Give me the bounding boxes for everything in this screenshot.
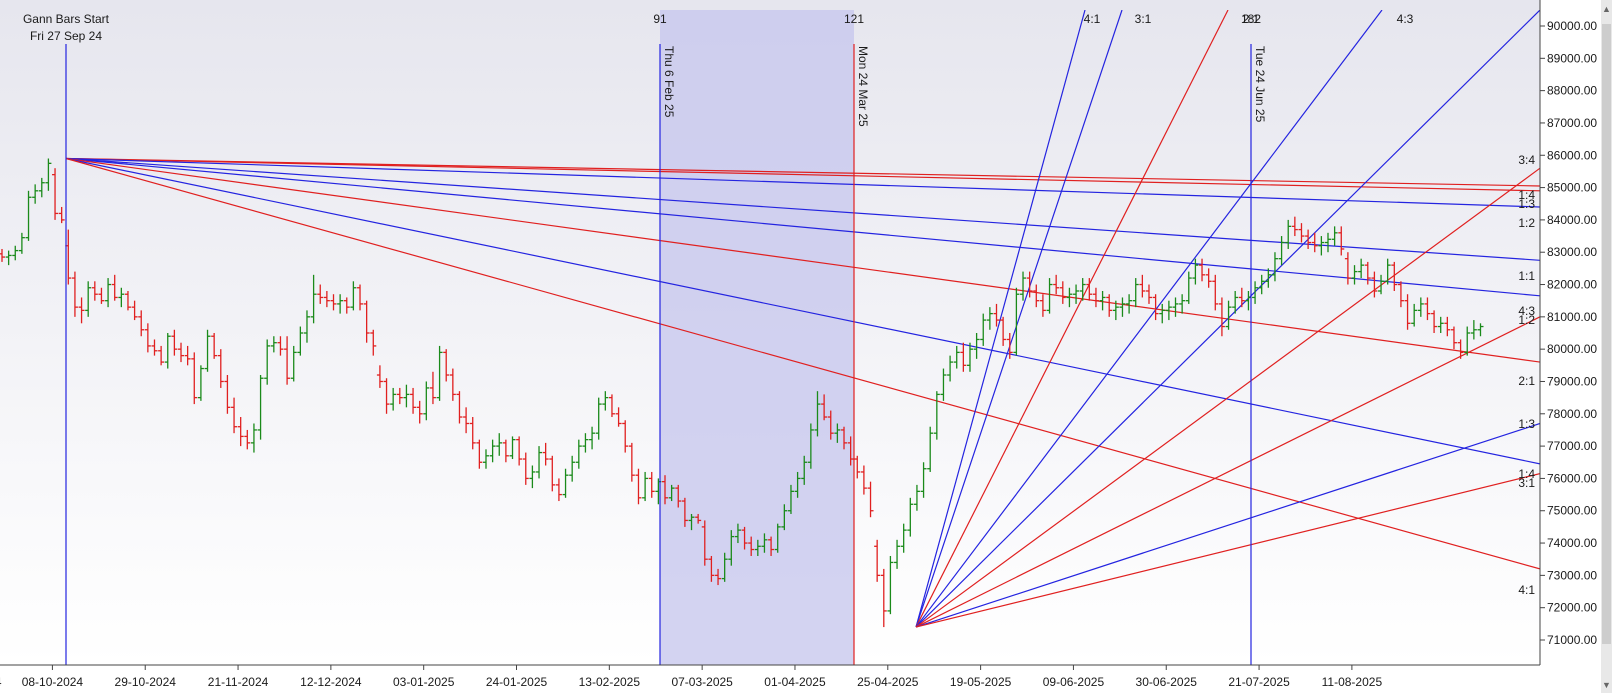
x-tick-label: 24-01-2025	[486, 675, 548, 689]
scrollbar-thumb[interactable]	[1602, 24, 1611, 644]
gann-fan-line-top-1	[65, 157, 1540, 192]
marker-date: Tue 24 Jun 25	[1253, 46, 1267, 123]
time-zone-band	[660, 10, 854, 665]
y-tick-label: 90000.00	[1547, 19, 1597, 33]
x-tick-label: 08-10-2024	[22, 675, 84, 689]
fan-label-right-6: 1:2	[1518, 313, 1535, 327]
fan-label-top-1: 3:1	[1135, 12, 1152, 26]
y-tick-label: 82000.00	[1547, 278, 1597, 292]
y-tick-label: 71000.00	[1547, 633, 1597, 647]
x-tick-label: 21-07-2025	[1228, 675, 1290, 689]
fan-label-right-5: 4:3	[1518, 304, 1535, 318]
gann-fan-line-bottom-8	[915, 472, 1540, 628]
y-tick-label: 84000.00	[1547, 213, 1597, 227]
x-tick-label: 21-11-2024	[208, 675, 269, 689]
y-tick-label: 77000.00	[1547, 439, 1597, 453]
fan-label-top-0: 4:1	[1084, 12, 1101, 26]
y-tick-label: 75000.00	[1547, 504, 1597, 518]
x-tick-label: 11-08-2025	[1322, 675, 1383, 689]
y-tick-label: 86000.00	[1547, 148, 1597, 162]
fan-label-right-3: 1:2	[1518, 216, 1535, 230]
y-tick-label: 88000.00	[1547, 84, 1597, 98]
x-tick-label: 13-02-2025	[579, 675, 641, 689]
x-tick-label: 12-12-2024	[300, 675, 362, 689]
marker-count: 182	[1241, 12, 1261, 26]
y-tick-label: 85000.00	[1547, 181, 1597, 195]
gann-fan-line-bottom-0	[915, 10, 1086, 628]
y-tick-label: 83000.00	[1547, 245, 1597, 259]
y-tick-label: 78000.00	[1547, 407, 1597, 421]
gann-start-label: Gann Bars Start	[23, 12, 110, 26]
zone-end-date: Mon 24 Mar 25	[856, 46, 870, 127]
gann-fan-line-top-0	[65, 157, 1540, 187]
fan-label-right-11: 4:1	[1518, 583, 1535, 597]
gann-fan-line-bottom-2	[915, 10, 1229, 628]
gann-fan-line-top-6	[65, 157, 1540, 465]
gann-start-date: Fri 27 Sep 24	[30, 29, 102, 43]
zone-start-count: 91	[653, 12, 667, 26]
y-tick-label: 81000.00	[1547, 310, 1597, 324]
fan-label-right-9: 1:4	[1518, 467, 1535, 481]
scroll-up-icon[interactable]: ▲	[1602, 4, 1611, 14]
y-tick-label: 87000.00	[1547, 116, 1597, 130]
gann-fan-line-bottom-1	[915, 10, 1123, 628]
x-tick-label: 29-10-2024	[115, 675, 177, 689]
fan-label-right-0: 3:4	[1518, 153, 1535, 167]
y-tick-label: 72000.00	[1547, 601, 1597, 615]
zone-start-date: Thu 6 Feb 25	[662, 46, 676, 118]
fan-label-top-2: 4:3	[1397, 12, 1414, 26]
gann-fan-line-bottom-5	[915, 167, 1540, 628]
gann-fan-line-bottom-7	[915, 422, 1540, 628]
gann-fan-line-top-3	[65, 157, 1540, 261]
fan-label-right-7: 2:1	[1518, 374, 1535, 388]
gann-fan-line-bottom-6	[915, 316, 1540, 628]
y-tick-label: 80000.00	[1547, 342, 1597, 356]
y-tick-label: 73000.00	[1547, 568, 1597, 582]
x-tick-label: 30-06-2025	[1136, 675, 1198, 689]
fan-label-right-10: 3:1	[1518, 476, 1535, 490]
x-tick-label: 03-01-2025	[393, 675, 455, 689]
x-tick-label: 01-04-2025	[764, 675, 826, 689]
y-tick-label: 89000.00	[1547, 51, 1597, 65]
y-tick-label: 74000.00	[1547, 536, 1597, 550]
scroll-down-icon[interactable]: ▼	[1602, 680, 1611, 690]
fan-label-right-2: 1:3	[1518, 197, 1535, 211]
x-tick-label: 07-03-2025	[671, 675, 733, 689]
gann-fan-line-top-4	[65, 157, 1540, 297]
gann-fan-line-top-2	[65, 157, 1540, 208]
x-tick-label: 09-06-2025	[1043, 675, 1105, 689]
x-tick-label: 09-2024	[0, 675, 2, 689]
fan-label-right-4: 1:1	[1518, 269, 1535, 283]
zone-end-count: 121	[844, 12, 864, 26]
fan-label-right-1: 1:4	[1518, 188, 1535, 202]
gann-fan-line-top-7	[65, 157, 1540, 570]
gann-fan-line-bottom-3	[915, 10, 1383, 628]
y-tick-label: 76000.00	[1547, 471, 1597, 485]
gann-fan-line-top-5	[65, 157, 1540, 363]
marker-count-overlap: 2:1	[1243, 12, 1260, 26]
y-tick-label: 79000.00	[1547, 374, 1597, 388]
x-tick-label: 19-05-2025	[950, 675, 1012, 689]
fan-label-right-8: 1:3	[1518, 417, 1535, 431]
x-tick-label: 25-04-2025	[857, 675, 919, 689]
